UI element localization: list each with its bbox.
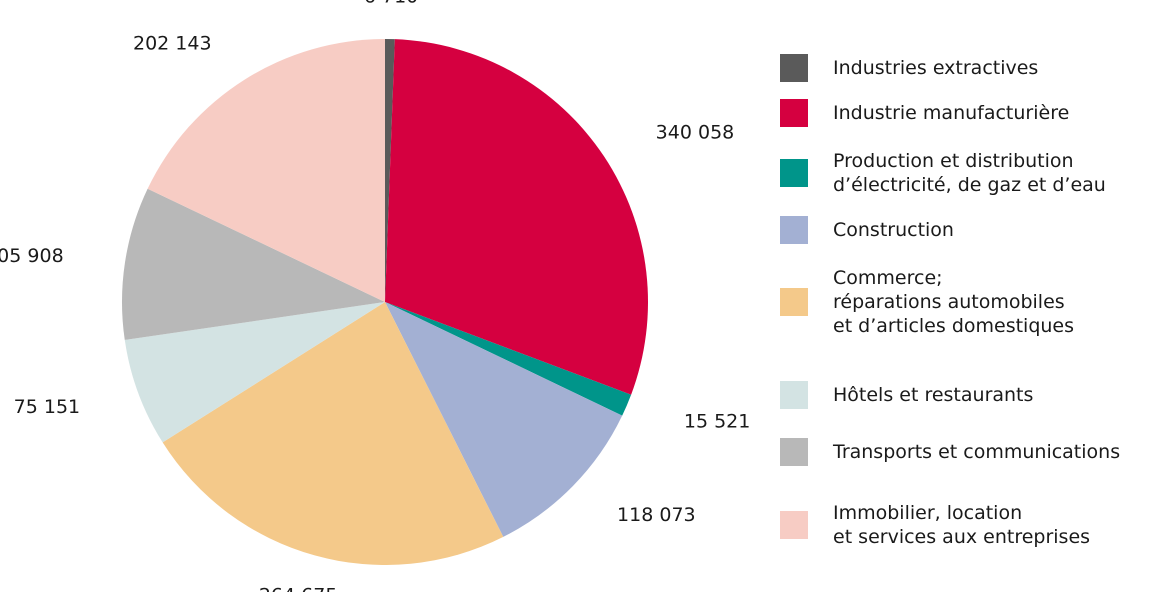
- data-label: 6 710: [364, 0, 418, 8]
- pie-slice: [147, 39, 385, 302]
- legend-label: Production et distribution d’électricité…: [833, 150, 1106, 196]
- data-label: 15 521: [684, 410, 750, 432]
- pie-slice: [124, 302, 385, 443]
- legend-label: Construction: [833, 219, 954, 241]
- legend-item: Immobilier, location et services aux ent…: [780, 501, 1090, 549]
- data-label: 105 908: [0, 245, 64, 267]
- legend-item: Industrie manufacturière: [780, 99, 1069, 127]
- legend-item: Construction: [780, 216, 954, 244]
- legend-swatch: [780, 99, 808, 127]
- pie-slice: [385, 39, 395, 302]
- data-label: 202 143: [133, 33, 212, 55]
- legend-swatch: [780, 381, 808, 409]
- legend-label: Hôtels et restaurants: [833, 384, 1034, 406]
- legend-label: Industrie manufacturière: [833, 102, 1070, 124]
- legend-item: Hôtels et restaurants: [780, 381, 1033, 409]
- legend-label: Industries extractives: [833, 57, 1039, 79]
- legend-item: Production et distribution d’électricité…: [780, 149, 1106, 197]
- pie-slice: [385, 302, 623, 537]
- data-label: 118 073: [617, 504, 696, 526]
- legend-item: Commerce; réparations automobiles et d’a…: [780, 266, 1074, 338]
- data-label: 340 058: [656, 122, 735, 144]
- pie-slice: [385, 39, 648, 395]
- pie-slice: [122, 188, 385, 340]
- legend-swatch: [780, 511, 808, 539]
- legend-item: Industries extractives: [780, 54, 1038, 82]
- legend-item: Transports et communications: [780, 438, 1120, 466]
- data-label: 75 151: [14, 396, 80, 418]
- legend-label: Transports et communications: [833, 441, 1121, 463]
- pie-slice: [162, 302, 504, 565]
- legend-label: Immobilier, location et services aux ent…: [833, 502, 1091, 548]
- legend-swatch: [780, 288, 808, 316]
- legend-swatch: [780, 216, 808, 244]
- legend-swatch: [780, 438, 808, 466]
- data-label: 264 675: [259, 584, 338, 592]
- legend-label: Commerce; réparations automobiles et d’a…: [833, 267, 1075, 337]
- pie-slice: [385, 302, 632, 416]
- legend-swatch: [780, 54, 808, 82]
- legend-swatch: [780, 159, 808, 187]
